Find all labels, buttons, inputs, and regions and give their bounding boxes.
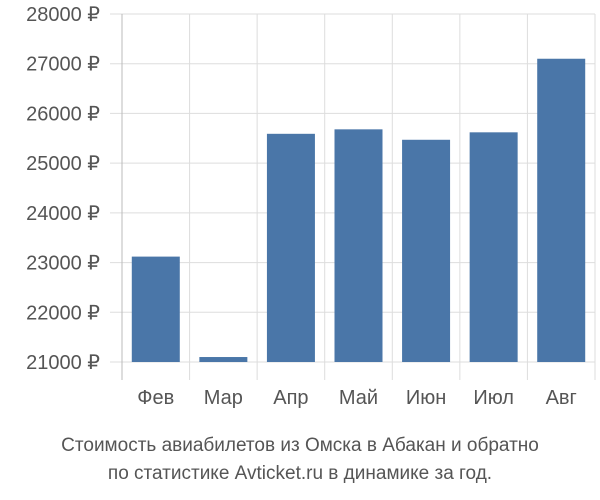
bar <box>199 357 248 362</box>
y-tick-label: 28000 ₽ <box>26 4 100 26</box>
chart-caption: Стоимость авиабилетов из Омска в Абакан … <box>0 432 600 488</box>
x-tick-label: Авг <box>546 387 577 409</box>
bar <box>469 132 518 362</box>
y-tick-label: 21000 ₽ <box>26 352 100 374</box>
caption-line-2: по статистике Avticket.ru в динамике за … <box>107 463 493 484</box>
x-tick-label: Июн <box>406 387 446 409</box>
y-tick-label: 24000 ₽ <box>26 203 100 225</box>
bar <box>266 133 315 362</box>
bar <box>402 139 451 362</box>
y-tick-label: 26000 ₽ <box>26 103 100 125</box>
bar <box>131 256 180 362</box>
bar <box>537 58 586 362</box>
x-tick-label: Май <box>339 387 378 409</box>
y-tick-label: 27000 ₽ <box>26 54 100 76</box>
bars <box>131 58 586 362</box>
tick-labels: 21000 ₽ 22000 ₽ 23000 ₽ 24000 ₽ 25000 ₽ 26000… <box>26 4 577 409</box>
x-tick-label: Фев <box>137 387 174 409</box>
caption-line-1: Стоимость авиабилетов из Омска в Абакан … <box>61 435 539 456</box>
y-tick-label: 25000 ₽ <box>26 153 100 175</box>
x-tick-label: Мар <box>204 387 243 409</box>
bar <box>334 129 383 362</box>
y-tick-label: 23000 ₽ <box>26 253 100 275</box>
x-tick-label: Июл <box>473 387 514 409</box>
bar-chart: 21000 ₽ 22000 ₽ 23000 ₽ 24000 ₽ 25000 ₽ 26000… <box>26 4 596 409</box>
x-tick-label: Апр <box>273 387 308 409</box>
y-tick-label: 22000 ₽ <box>26 302 100 324</box>
